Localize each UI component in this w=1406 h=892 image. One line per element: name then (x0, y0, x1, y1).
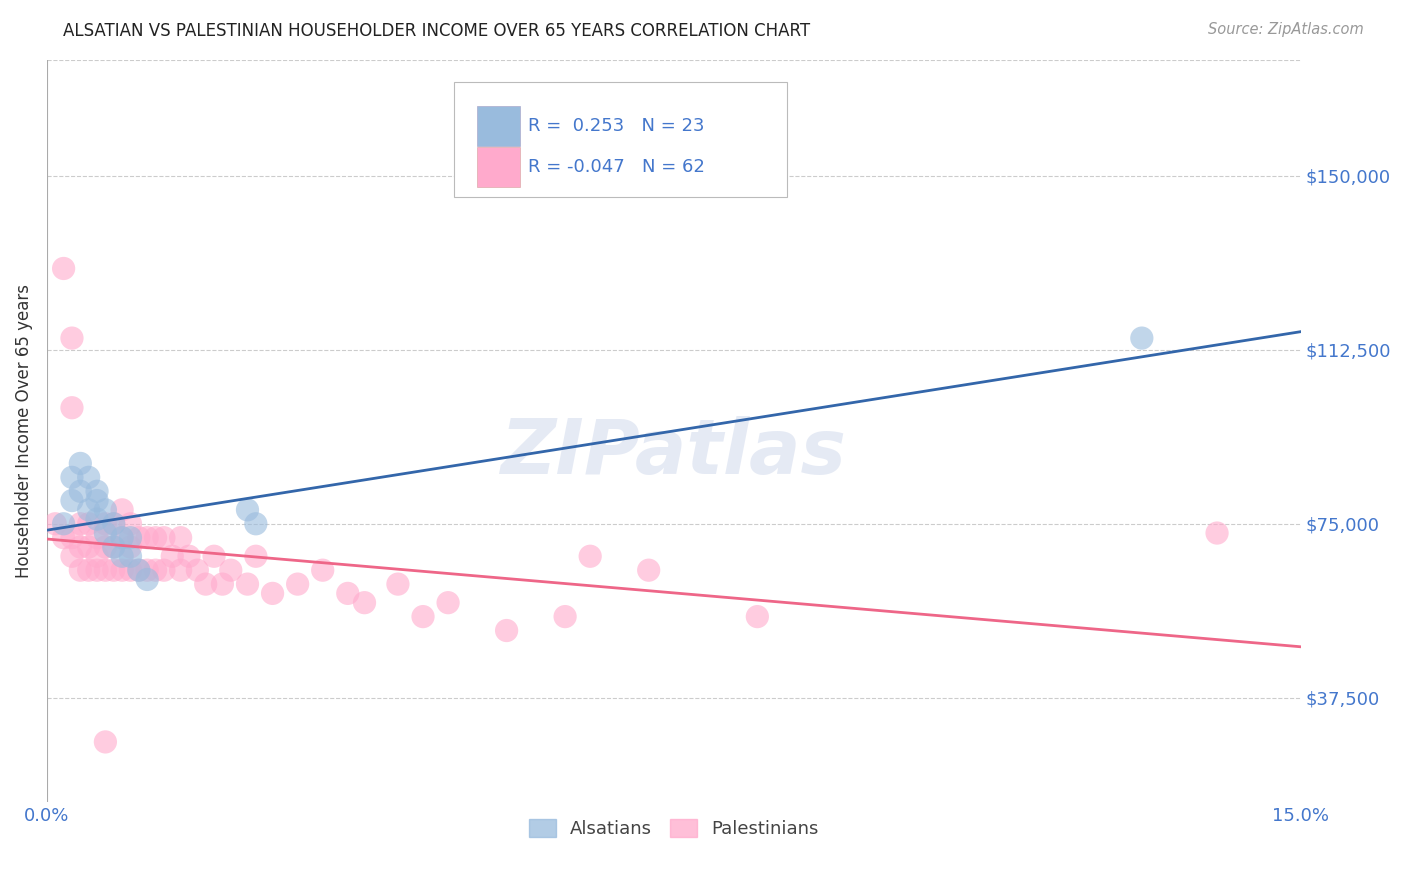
Point (94, 563, 117, 577)
Point (153, 563, 176, 577)
Point (128, 563, 150, 577)
Point (52, 516, 75, 531)
Point (60, 549, 83, 564)
Text: Source: ZipAtlas.com: Source: ZipAtlas.com (1208, 22, 1364, 37)
Point (120, 540, 142, 554)
Text: ZIPatlas: ZIPatlas (501, 417, 846, 491)
Point (86, 493, 108, 508)
Point (287, 577, 309, 591)
Point (103, 516, 125, 531)
Point (136, 563, 159, 577)
Point (136, 573, 159, 587)
Point (77, 540, 100, 554)
Point (169, 531, 191, 545)
Point (387, 577, 409, 591)
Point (111, 531, 134, 545)
Point (52, 531, 75, 545)
Point (77, 516, 100, 531)
Point (120, 549, 142, 564)
Point (86, 512, 108, 526)
Point (336, 586, 359, 600)
Point (103, 516, 125, 531)
Point (177, 549, 200, 564)
Point (77, 503, 100, 517)
Point (312, 563, 335, 577)
Point (44, 516, 66, 531)
Point (69, 563, 91, 577)
Point (554, 609, 576, 624)
Point (194, 577, 217, 591)
Point (128, 531, 150, 545)
Point (86, 484, 108, 499)
Point (77, 563, 100, 577)
Point (245, 549, 267, 564)
Point (162, 549, 184, 564)
Point (236, 503, 259, 517)
Text: R = -0.047   N = 62: R = -0.047 N = 62 (529, 158, 706, 177)
Point (1130, 331, 1153, 345)
Point (145, 531, 167, 545)
Point (128, 563, 150, 577)
FancyBboxPatch shape (477, 106, 520, 146)
Point (111, 503, 134, 517)
Point (111, 531, 134, 545)
Point (186, 563, 208, 577)
Point (60, 470, 83, 484)
Point (60, 493, 83, 508)
Point (69, 540, 91, 554)
Point (103, 540, 125, 554)
Point (136, 531, 159, 545)
FancyBboxPatch shape (454, 82, 786, 197)
Point (495, 624, 517, 638)
Point (111, 563, 134, 577)
Point (86, 549, 108, 564)
Point (94, 526, 117, 541)
Point (52, 261, 75, 276)
Point (111, 549, 134, 564)
Point (60, 401, 83, 415)
Point (145, 563, 167, 577)
Point (103, 540, 125, 554)
Point (236, 577, 259, 591)
Point (69, 516, 91, 531)
Point (579, 549, 602, 564)
FancyBboxPatch shape (477, 147, 520, 187)
Point (211, 577, 233, 591)
Point (120, 563, 142, 577)
Point (120, 531, 142, 545)
Point (202, 549, 225, 564)
Point (60, 531, 83, 545)
Y-axis label: Householder Income Over 65 years: Householder Income Over 65 years (15, 284, 32, 578)
Point (69, 484, 91, 499)
Point (94, 735, 117, 749)
Point (219, 563, 242, 577)
Text: ALSATIAN VS PALESTINIAN HOUSEHOLDER INCOME OVER 65 YEARS CORRELATION CHART: ALSATIAN VS PALESTINIAN HOUSEHOLDER INCO… (63, 22, 810, 40)
Point (86, 531, 108, 545)
Text: R =  0.253   N = 23: R = 0.253 N = 23 (529, 118, 704, 136)
Point (169, 563, 191, 577)
Point (747, 609, 769, 624)
Point (94, 516, 117, 531)
Point (103, 563, 125, 577)
Point (77, 470, 100, 484)
Point (86, 563, 108, 577)
Point (1206, 526, 1229, 541)
Point (153, 531, 176, 545)
Point (94, 503, 117, 517)
Point (69, 457, 91, 471)
Point (353, 596, 375, 610)
Point (412, 609, 434, 624)
Point (262, 586, 284, 600)
Point (437, 596, 460, 610)
Point (94, 540, 117, 554)
Point (637, 563, 659, 577)
Legend: Alsatians, Palestinians: Alsatians, Palestinians (522, 812, 827, 846)
Point (60, 331, 83, 345)
Point (245, 516, 267, 531)
Point (120, 516, 142, 531)
